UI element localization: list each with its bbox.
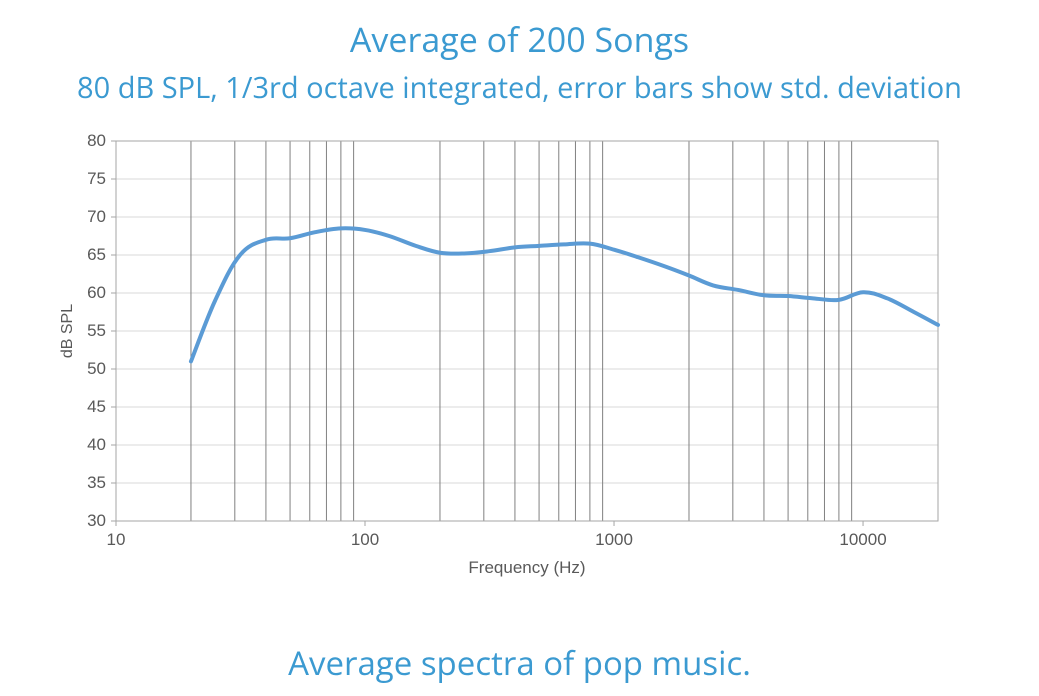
x-tick-label: 10000 bbox=[839, 530, 886, 549]
y-tick-label: 45 bbox=[87, 397, 106, 416]
y-tick-label: 65 bbox=[87, 245, 106, 264]
y-tick-label: 50 bbox=[87, 359, 106, 378]
y-tick-label: 55 bbox=[87, 321, 106, 340]
y-tick-label: 30 bbox=[87, 511, 106, 530]
x-tick-label: 1000 bbox=[595, 530, 633, 549]
y-tick-label: 80 bbox=[87, 131, 106, 150]
chart-container: 30 35 40 45 50 55 60 65 70 75 80 10 100 1000 10000 Freq… bbox=[60, 127, 980, 587]
x-tick-label: 10 bbox=[107, 530, 126, 549]
y-axis-label: dB SPL bbox=[60, 304, 76, 358]
y-tick-label: 75 bbox=[87, 169, 106, 188]
y-tick-label: 40 bbox=[87, 435, 106, 454]
x-tick-label: 100 bbox=[351, 530, 379, 549]
y-tick-label: 35 bbox=[87, 473, 106, 492]
chart-svg: 30 35 40 45 50 55 60 65 70 75 80 10 100 1000 10000 Freq… bbox=[60, 127, 980, 587]
x-axis-label: Frequency (Hz) bbox=[468, 558, 585, 577]
chart-title: Average of 200 Songs bbox=[0, 16, 1039, 62]
y-tick-label: 70 bbox=[87, 207, 106, 226]
y-tick-label: 60 bbox=[87, 283, 106, 302]
chart-caption: Average spectra of pop music. bbox=[0, 640, 1039, 685]
chart-subtitle: 80 dB SPL, 1/3rd octave integrated, erro… bbox=[0, 68, 1039, 107]
